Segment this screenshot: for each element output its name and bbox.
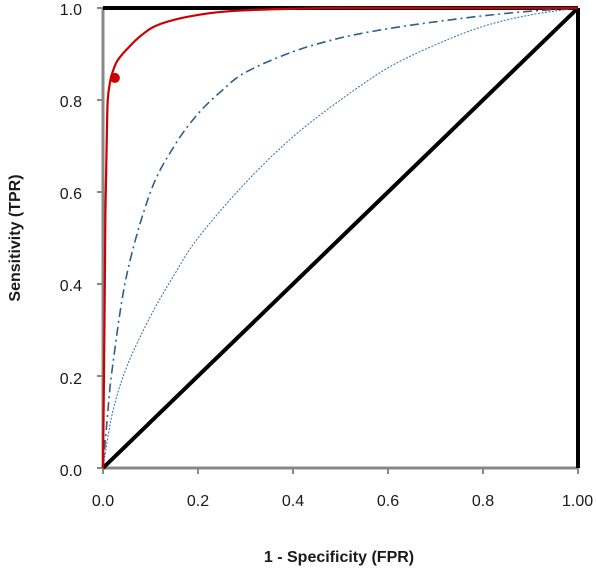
- x-tick-label-4: 0.8: [472, 493, 494, 510]
- y-tick-label-1: 0.2: [60, 371, 82, 388]
- roc-series-3: [101, 6, 578, 469]
- y-tick-label-3: 0.6: [60, 186, 82, 203]
- y-tick-label-0: 0.0: [60, 463, 82, 480]
- roc-series-0: [101, 6, 580, 470]
- y-tick-label-4: 0.8: [60, 94, 82, 111]
- y-tick-label-2: 0.4: [60, 278, 82, 295]
- x-tick-label-5: 1.00: [562, 493, 593, 510]
- x-tick-label-3: 0.6: [377, 493, 399, 510]
- x-tick-label-0: 0.0: [92, 493, 114, 510]
- y-tick-label-5: 1.0: [60, 2, 82, 19]
- plot-area: [97, 6, 580, 474]
- operating-point-marker-0: [109, 72, 120, 83]
- roc-series-1: [102, 7, 579, 469]
- x-tick-label-2: 0.4: [282, 493, 304, 510]
- x-axis-title: 1 - Specificity (FPR): [264, 549, 414, 566]
- roc-series-2: [102, 7, 579, 469]
- y-axis-title: Sensitivity (TPR): [7, 174, 24, 301]
- x-tick-label-1: 0.2: [187, 493, 209, 510]
